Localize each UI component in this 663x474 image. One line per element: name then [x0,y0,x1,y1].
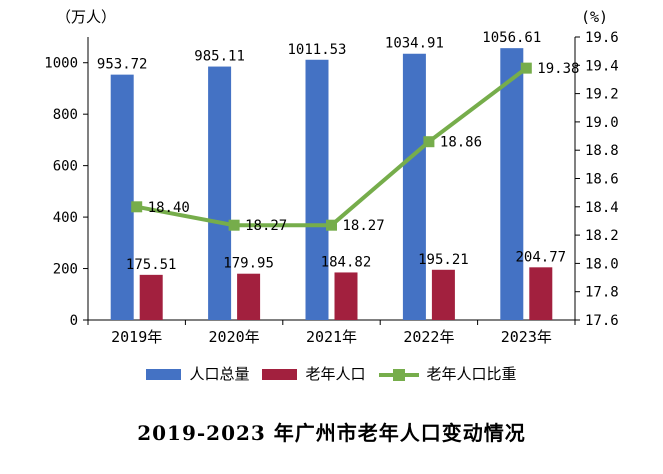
marker-elderly-ratio-2021年 [326,219,337,231]
marker-elderly-ratio-2023年 [520,62,532,74]
right-tick-label: 18.6 [585,172,619,188]
left-tick-label: 600 [53,159,78,175]
population-chart-svg: （万人） (%) 0 200 400 600 800 1000 17.6 17.8 18.0 18.2… [44,8,619,346]
right-tick-label: 18.0 [585,256,619,272]
right-tick-label: 19.2 [585,87,619,103]
x-category-label: 2020年 [209,328,260,346]
bar-total-population-2021年 [305,59,329,320]
bar-total-population-2023年 [500,48,524,321]
line-label-elderly-ratio: 18.86 [440,135,482,151]
right-tick-label: 19.4 [585,58,619,74]
line-label-elderly-ratio: 18.40 [148,200,190,216]
x-category-label: 2023年 [501,328,552,346]
bar-label-total-population: 1034.91 [385,36,444,52]
marker-elderly-ratio-2019年 [131,201,143,213]
legend-item-elderly-ratio: 老年人口比重 [378,364,517,384]
bar-elderly-population-2023年 [529,267,553,320]
x-category-label: 2022年 [403,328,454,346]
legend-marker-icon [392,368,405,381]
bar-label-elderly-population: 195.21 [418,252,469,268]
marker-elderly-ratio-2020年 [228,219,240,231]
legend-label-elderly-population: 老年人口 [305,365,366,383]
chart-title: 2019-2023 年广州市老年人口变动情况 [137,421,526,445]
legend-swatch-total-population [146,368,182,380]
bar-label-elderly-population: 204.77 [516,249,567,265]
legend-swatch-elderly-ratio [378,368,419,381]
marker-elderly-ratio-2022年 [423,136,435,148]
left-tick-label: 800 [53,107,78,123]
legend-swatch-elderly-population [262,368,298,380]
bar-label-total-population: 1056.61 [482,30,541,46]
right-tick-label: 17.8 [585,285,619,301]
left-axis-unit-label: （万人） [56,8,116,26]
left-tick-label: 1000 [44,56,78,72]
line-label-elderly-ratio: 18.27 [343,218,385,234]
right-tick-label: 19.0 [585,115,619,131]
right-tick-label: 19.6 [585,30,619,46]
x-category-label: 2021年 [306,328,357,346]
bar-label-total-population: 1011.53 [287,42,346,58]
legend-item-elderly-population: 老年人口 [262,364,366,384]
legend-item-total-population: 人口总量 [146,364,249,384]
bar-total-population-2022年 [402,53,426,320]
line-label-elderly-ratio: 19.38 [537,61,579,77]
bar-label-elderly-population: 179.95 [223,256,274,272]
line-label-elderly-ratio: 18.27 [245,218,287,234]
bar-label-elderly-population: 184.82 [321,254,372,270]
bar-total-population-2019年 [110,74,134,321]
bar-label-total-population: 985.11 [194,49,245,65]
bar-elderly-population-2021年 [334,272,358,320]
legend: 人口总量 老年人口 老年人口比重 [0,364,663,384]
left-tick-label: 200 [53,262,78,278]
bar-label-total-population: 953.72 [97,57,148,73]
bar-elderly-population-2020年 [237,273,261,320]
left-tick-label: 0 [70,313,78,329]
right-tick-label: 18.8 [585,143,619,159]
right-tick-label: 18.2 [585,228,619,244]
bar-elderly-population-2019年 [139,274,163,320]
bar-elderly-population-2022年 [431,269,455,320]
right-axis-unit-label: (%) [581,8,608,26]
right-tick-label: 17.6 [585,313,619,329]
right-tick-label: 18.4 [585,200,619,216]
legend-label-total-population: 人口总量 [189,365,250,383]
bar-total-population-2020年 [208,66,232,320]
bar-label-elderly-population: 175.51 [126,257,177,273]
legend-label-elderly-ratio: 老年人口比重 [426,365,517,383]
x-category-label: 2019年 [111,328,162,346]
left-tick-label: 400 [53,210,78,226]
